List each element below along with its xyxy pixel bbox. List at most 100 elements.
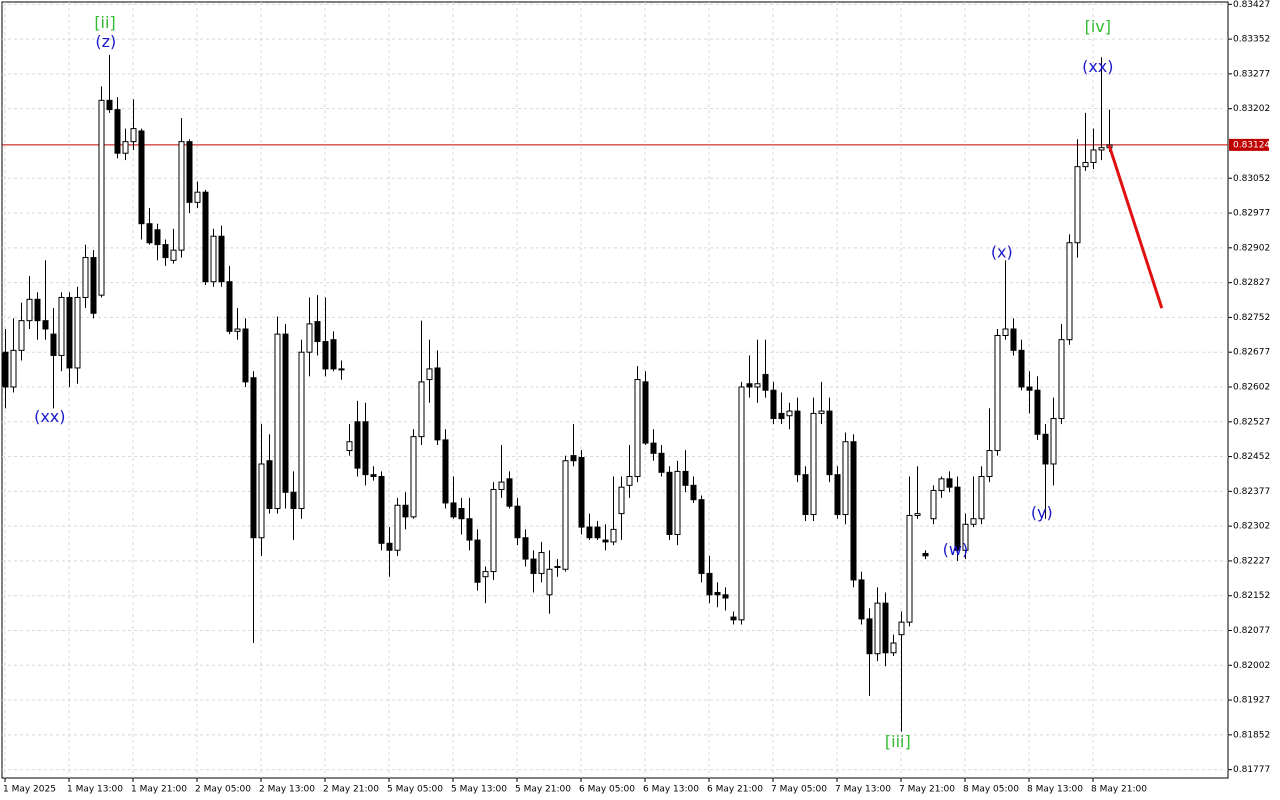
candle-body [674, 470, 681, 535]
candle-body [970, 518, 977, 525]
candle-body [242, 328, 249, 383]
candle-body [90, 257, 97, 314]
candle-body [1002, 328, 1009, 336]
y-tick-label: 0.81927 [1233, 696, 1270, 706]
candle-body [530, 558, 537, 574]
candle-body [834, 474, 841, 516]
candle-body [842, 441, 849, 516]
candle-body [954, 486, 961, 551]
candle-body [978, 476, 985, 520]
candle-body [1098, 147, 1105, 151]
candle-body [186, 141, 193, 203]
candle-body [2, 351, 9, 388]
candle-body [1050, 418, 1057, 465]
candle-body [314, 321, 321, 343]
candle-body [1066, 242, 1073, 341]
candle-body [682, 470, 689, 486]
candle-body [738, 386, 745, 621]
x-tick-label: 5 May 05:00 [387, 785, 443, 795]
candle-body [1026, 386, 1033, 391]
candle-body [194, 191, 201, 203]
candle-body [546, 568, 553, 596]
candle-body [122, 141, 129, 154]
candle-body [962, 523, 969, 551]
candle-body [570, 455, 577, 462]
x-tick-label: 7 May 21:00 [899, 785, 955, 795]
candle-body [730, 616, 737, 621]
candle-body [538, 552, 545, 574]
candle-body [234, 328, 241, 332]
x-tick-label: 6 May 13:00 [643, 785, 699, 795]
candle-body [634, 379, 641, 478]
y-tick-label: 0.82602 [1233, 382, 1270, 392]
candle-body [994, 334, 1001, 452]
candle-body [338, 368, 345, 371]
wave-label: (y) [1031, 503, 1053, 522]
candle-body [810, 412, 817, 516]
candle-body [226, 281, 233, 332]
candle-body [1010, 328, 1017, 351]
y-tick-label: 0.82377 [1233, 487, 1270, 497]
candle-body [850, 441, 857, 581]
candle-body [602, 539, 609, 543]
candle-body [58, 296, 65, 356]
price-label-box [1229, 138, 1269, 151]
x-tick-label: 5 May 13:00 [451, 785, 507, 795]
candle-body [746, 383, 753, 388]
candle-body [18, 320, 25, 351]
candle-body [794, 410, 801, 476]
wave-label: (xx) [1082, 57, 1113, 76]
candle-body [770, 389, 777, 420]
candle-body [402, 504, 409, 518]
candle-body [754, 383, 761, 388]
candle-body [362, 421, 369, 476]
candle-body [258, 463, 265, 539]
candle-body [298, 351, 305, 510]
candle-body [418, 381, 425, 438]
candle-body [370, 474, 377, 478]
x-tick-label: 5 May 21:00 [515, 785, 571, 795]
candle-body [330, 339, 337, 370]
candle-body [394, 504, 401, 551]
candle-body [114, 109, 121, 154]
candle-body [82, 257, 89, 298]
candle-body [586, 526, 593, 539]
candle-body [66, 296, 73, 369]
candle-body [450, 502, 457, 518]
candle-body [50, 333, 57, 356]
candle-body [714, 591, 721, 596]
candle-body [162, 244, 169, 259]
y-tick-label: 0.82452 [1233, 452, 1270, 462]
x-tick-label: 8 May 13:00 [1027, 785, 1083, 795]
candle-body [202, 191, 209, 283]
candle-body [658, 452, 665, 473]
candle-body [26, 298, 33, 322]
x-tick-label: 7 May 13:00 [835, 785, 891, 795]
y-tick-label: 0.83052 [1233, 174, 1270, 184]
candle-body [482, 571, 489, 578]
candle-body [930, 489, 937, 520]
candle-body [858, 579, 865, 620]
candle-body [522, 537, 529, 560]
x-tick-label: 2 May 21:00 [323, 785, 379, 795]
y-tick-label: 0.83427 [1233, 0, 1270, 10]
candle-body [554, 565, 561, 568]
candle-body [290, 491, 297, 510]
candle-body [866, 618, 873, 655]
candle-body [666, 471, 673, 535]
wave-label: (w) [943, 540, 969, 559]
candle-body [610, 528, 617, 543]
candle-body [42, 320, 49, 330]
plot-frame [1, 1, 1229, 779]
y-tick-label: 0.82902 [1233, 243, 1270, 253]
x-tick-label: 6 May 05:00 [579, 785, 635, 795]
candle-body [698, 499, 705, 574]
candle-body [762, 373, 769, 391]
candle-body [946, 478, 953, 488]
y-tick-label: 0.82677 [1233, 348, 1270, 358]
x-tick-label: 6 May 21:00 [707, 785, 763, 795]
candle-body [802, 474, 809, 516]
y-tick-label: 0.82152 [1233, 591, 1270, 601]
y-tick-label: 0.83277 [1233, 69, 1270, 79]
candle-body [106, 99, 113, 111]
